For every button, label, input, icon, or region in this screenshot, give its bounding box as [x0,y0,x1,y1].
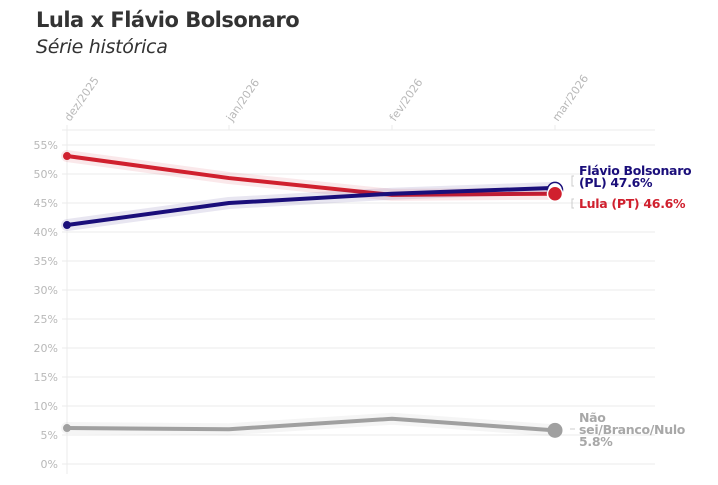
x-tick-label: jan/2026 [223,77,262,125]
y-tick-label: 0% [41,458,58,471]
x-tick-label: mar/2026 [550,72,591,123]
label-lula: Lula (PT) 46.6% [579,196,686,211]
label-outros-line2: sei/Branco/Nulo [579,422,686,437]
series-line [65,185,557,228]
y-tick-label: 40% [34,226,58,239]
label-outros-line1: Não [579,410,606,425]
label-flavio-name: Flávio Bolsonaro [579,163,692,178]
series-line [65,416,557,433]
gridlines [62,125,655,474]
start-dot [63,221,71,230]
y-tick-label: 15% [34,371,58,384]
y-tick-label: 20% [34,342,58,355]
y-tick-label: 25% [34,313,58,326]
label-outros: Não sei/Branco/Nulo 5.8% [579,410,686,449]
y-tick-label: 50% [34,168,58,181]
end-marker-outros [547,422,563,438]
series-line [65,154,557,197]
label-outros-value: 5.8% [579,434,613,449]
x-tick-label: dez/2025 [62,74,102,123]
chart-subtitle: Série histórica [36,36,168,58]
label-flavio: Flávio Bolsonaro (PL) 47.6% [579,163,692,190]
start-dot [63,152,71,161]
end-marker-lula [546,185,564,202]
y-tick-label: 5% [41,429,58,442]
x-tick-label: fev/2026 [387,76,426,123]
y-tick-label: 55% [34,139,58,152]
y-axis: 0% 5% 10% 15% 20% 25% 30% 35% 40% 45% 50% 55% [34,139,58,471]
label-flavio-value: (PL) 47.6% [579,175,653,190]
start-dot [63,424,71,433]
y-tick-label: 35% [34,255,58,268]
chart-title: Lula x Flávio Bolsonaro [36,8,300,32]
y-tick-label: 10% [34,400,58,413]
y-tick-label: 45% [34,197,58,210]
x-axis: dez/2025 jan/2026 fev/2026 mar/2026 [62,72,591,124]
y-tick-label: 30% [34,284,58,297]
series-lines [61,150,575,438]
